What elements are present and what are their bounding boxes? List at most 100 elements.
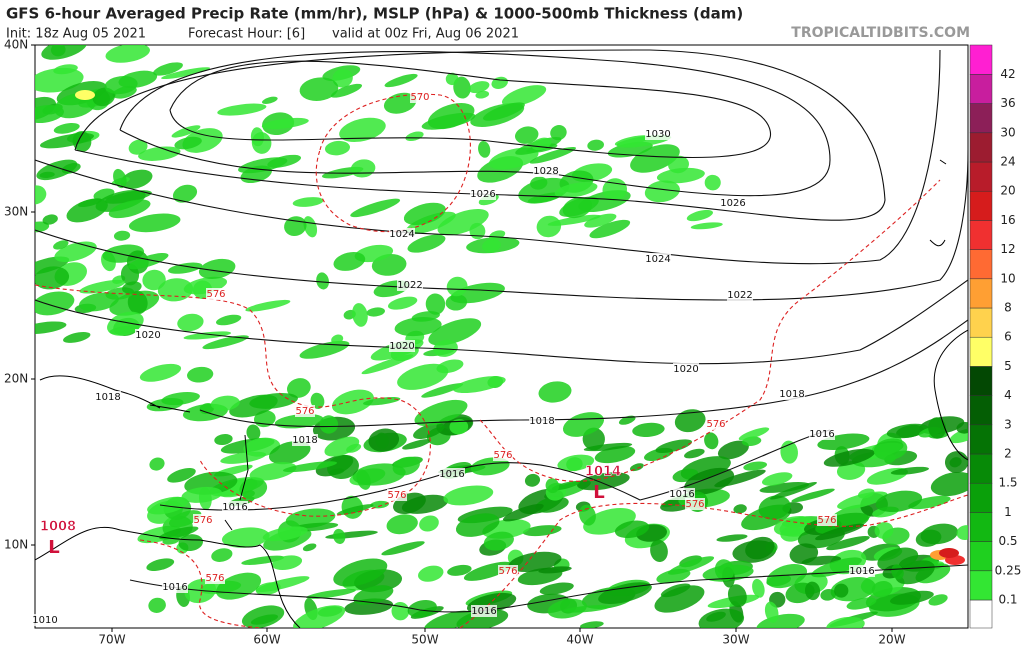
precip-area — [331, 334, 344, 344]
precip-area — [654, 585, 705, 613]
precip-area — [53, 122, 80, 134]
isobar-label: 1020 — [135, 330, 160, 341]
precip-area — [875, 490, 923, 513]
precip-area — [370, 500, 389, 509]
precip-area — [547, 214, 601, 226]
thickness-label: 576 — [295, 406, 314, 417]
colorbar-label: 2 — [1004, 447, 1012, 461]
isobar-label: 1026 — [720, 198, 745, 209]
colorbar-label: 5 — [1004, 359, 1012, 373]
precip-area — [356, 469, 371, 490]
isobar-label: 1010 — [32, 615, 57, 626]
precip-area — [482, 238, 501, 253]
coastline — [224, 434, 249, 531]
precip-area — [221, 527, 270, 548]
label-bg — [673, 363, 699, 375]
precip-area — [361, 354, 414, 375]
coastline — [933, 329, 968, 461]
precip-area — [895, 560, 935, 585]
precip-area — [302, 543, 317, 552]
isobar — [169, 60, 771, 158]
precip-area — [716, 534, 748, 542]
precip-area — [529, 146, 576, 164]
precip-area — [577, 472, 630, 491]
forecast-hour: Forecast Hour: [6] — [188, 27, 305, 42]
precip-area — [79, 279, 126, 294]
thickness-line — [315, 93, 471, 233]
precip-area — [674, 409, 706, 433]
precip-area — [78, 198, 102, 208]
precip-area — [352, 303, 368, 327]
axis-labels: 40N 30N 20N 10N 70W 60W 50W 40W 30W 20W — [4, 38, 906, 647]
isobar — [74, 49, 886, 221]
precip-area — [535, 496, 569, 513]
colorbar-segment — [969, 541, 993, 572]
precip-area — [815, 523, 865, 541]
lon-label: 20W — [878, 633, 905, 647]
precip-area — [324, 436, 360, 457]
thickness-label: 576 — [387, 490, 406, 501]
precip-area — [63, 331, 91, 343]
colorbar-segment — [969, 44, 993, 75]
coastlines — [35, 159, 968, 628]
precip-area — [761, 472, 793, 486]
label-bg — [779, 388, 805, 400]
precip-area — [105, 45, 151, 63]
precip-area — [684, 448, 705, 459]
precip-area — [174, 136, 202, 150]
precip-area — [559, 196, 599, 217]
precip-area — [815, 512, 869, 535]
precip-area — [764, 601, 779, 623]
precip-area — [120, 169, 153, 189]
precip-area — [667, 556, 715, 575]
precip-area — [214, 434, 233, 446]
colorbar-segment — [969, 190, 993, 221]
thickness-label: 576 — [493, 450, 512, 461]
colorbar-label: 6 — [1004, 330, 1012, 344]
precip-area — [53, 240, 69, 250]
colorbar-segment — [969, 161, 993, 192]
precip-area — [157, 278, 194, 302]
precip-area — [95, 189, 146, 212]
precip-area — [580, 621, 604, 628]
precip-area — [403, 202, 446, 226]
label-bg — [95, 391, 121, 403]
precip-area — [283, 461, 337, 473]
precip-area — [249, 462, 297, 481]
precip-area — [293, 605, 346, 628]
precip-area — [738, 427, 770, 441]
precip-area — [249, 392, 298, 409]
precip-area — [251, 132, 272, 154]
colorbar-label: 30 — [1000, 125, 1015, 139]
precip-area — [773, 515, 814, 536]
precip-area — [41, 45, 88, 60]
precip-area — [650, 539, 668, 563]
colorbar-label: 1.5 — [998, 476, 1017, 490]
label-bg — [706, 418, 726, 430]
label-bg — [205, 572, 225, 584]
precip-area — [407, 599, 437, 618]
precip-area — [584, 213, 617, 228]
label-bg — [849, 565, 875, 577]
precip-area — [745, 536, 775, 560]
precip-area — [632, 422, 665, 438]
precip-area — [178, 534, 204, 552]
precip-area — [316, 272, 329, 290]
isobar — [159, 429, 831, 511]
lon-label: 60W — [253, 633, 280, 647]
colorbar-label: 0.1 — [998, 593, 1017, 607]
precip-area — [384, 73, 418, 88]
precip-area — [930, 471, 968, 497]
thickness-label: 576 — [193, 515, 212, 526]
precip-area — [183, 331, 232, 340]
precip-area — [274, 413, 324, 429]
isobar-label: 1016 — [471, 606, 496, 617]
precip-area — [837, 491, 888, 510]
precip-area — [446, 276, 468, 297]
precip-area — [684, 467, 735, 495]
contour-labels: 1030 1028 1026 1026 1024 1024 1022 1022 1020 1020… — [32, 91, 875, 626]
label-bg — [727, 289, 753, 301]
precip-area — [823, 448, 875, 467]
isobar-label: 1028 — [533, 166, 558, 177]
precip-area — [826, 616, 865, 628]
